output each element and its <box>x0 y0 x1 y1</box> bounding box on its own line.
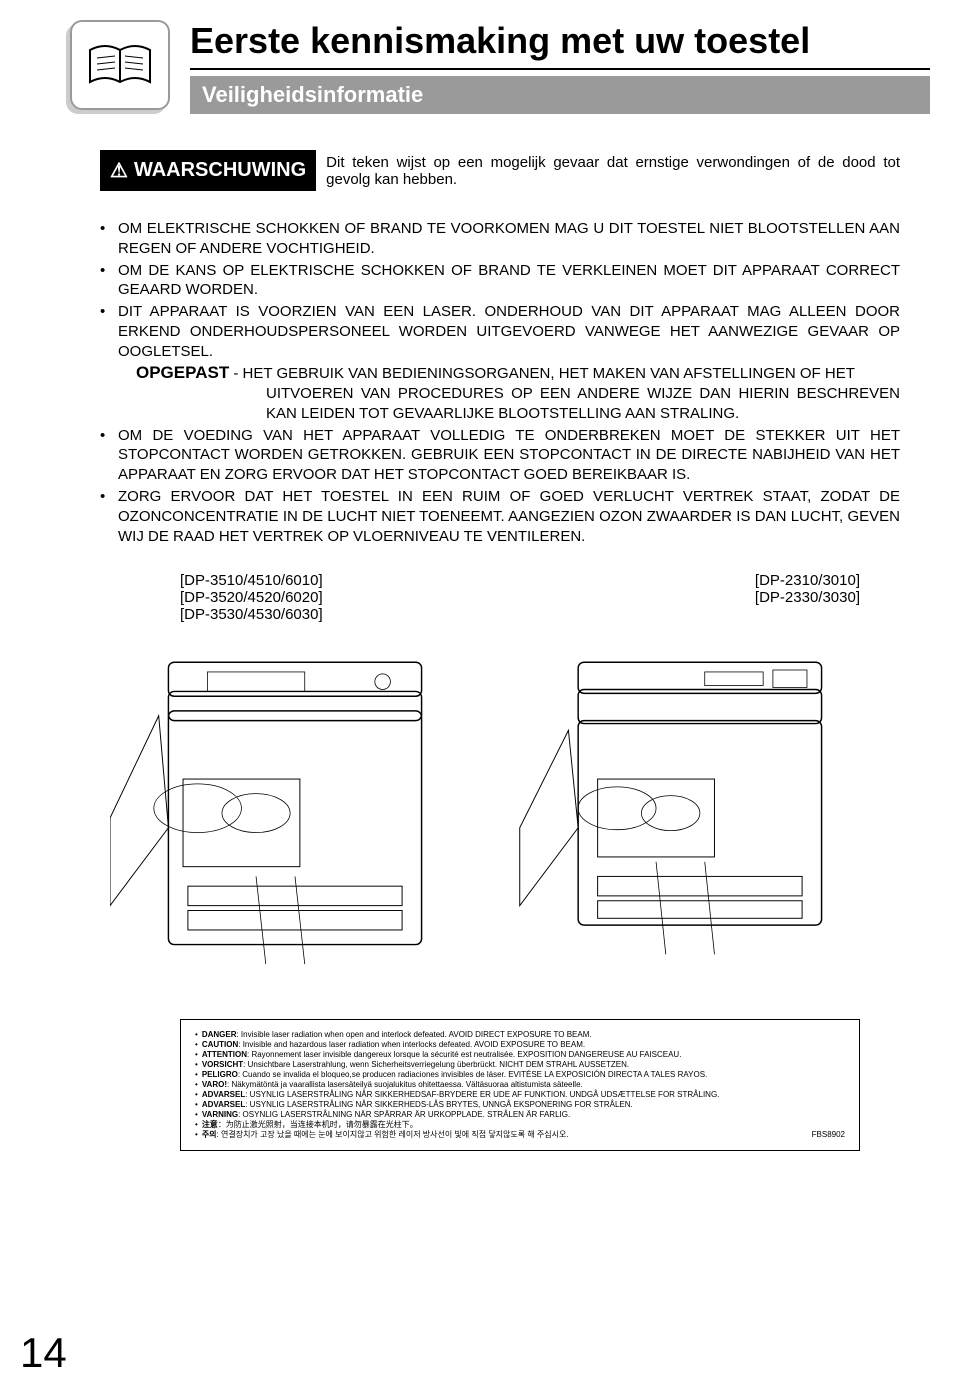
laser-row: VORSICHT : Unsichtbare Laserstrahlung, w… <box>195 1060 845 1070</box>
laser-label: VARNING <box>202 1110 238 1120</box>
laser-label: ADVARSEL <box>202 1090 245 1100</box>
laser-text: : Invisible laser radiation when open an… <box>236 1030 591 1040</box>
laser-label: ATTENTION <box>202 1050 247 1060</box>
laser-row: VARO! : Näkymätöntä ja vaarallista laser… <box>195 1080 845 1090</box>
laser-label: VARO! <box>202 1080 227 1090</box>
title-column: Eerste kennismaking met uw toestel Veili… <box>190 20 930 114</box>
laser-text: : USYNLIG LASERSTRÅLING NÅR SIKKERHEDS-L… <box>245 1100 633 1110</box>
models-right: [DP-2310/3010] [DP-2330/3030] <box>755 572 860 623</box>
laser-text: : 연결장치가 고장 났을 때에는 눈에 보이지않고 위험한 레이저 방사선이 … <box>217 1130 569 1140</box>
laser-text: : Näkymätöntä ja vaarallista lasersäteil… <box>227 1080 583 1090</box>
model-label: [DP-2310/3010] <box>755 572 860 589</box>
bullet-item: DIT APPARAAT IS VOORZIEN VAN EEN LASER. … <box>100 302 900 423</box>
page-title: Eerste kennismaking met uw toestel <box>190 20 930 70</box>
laser-label: PELIGRO <box>202 1070 238 1080</box>
bullet-text: DIT APPARAAT IS VOORZIEN VAN EEN LASER. … <box>118 303 900 360</box>
bullet-item: OM DE VOEDING VAN HET APPARAAT VOLLEDIG … <box>100 426 900 485</box>
warning-badge-label: WAARSCHUWING <box>134 159 306 182</box>
page-subtitle: Veiligheidsinformatie <box>190 76 930 114</box>
safety-bullets: OM ELEKTRISCHE SCHOKKEN OF BRAND TE VOOR… <box>100 219 900 546</box>
warning-triangle-icon: ⚠ <box>110 158 128 183</box>
opgepast-text: HET GEBRUIK VAN BEDIENINGSORGANEN, HET M… <box>243 365 855 382</box>
laser-row: ADVARSEL : USYNLIG LASERSTRÅLING NÅR SIK… <box>195 1090 845 1100</box>
book-icon <box>70 20 170 110</box>
model-label: [DP-3520/4520/6020] <box>180 589 323 606</box>
warning-row: ⚠ WAARSCHUWING Dit teken wijst op een mo… <box>100 150 900 191</box>
page-number: 14 <box>20 1329 67 1377</box>
model-label: [DP-2330/3030] <box>755 589 860 606</box>
laser-row: ATTENTION : Rayonnement laser invisible … <box>195 1050 845 1060</box>
laser-warning-box: DANGER : Invisible laser radiation when … <box>180 1019 860 1151</box>
laser-row: 注意：为防止激光照射，当连接本机时，请勿暴露在光柱下。 <box>195 1120 845 1130</box>
laser-text: : USYNLIG LASERSTRÅLING NÅR SIKKERHEDSAF… <box>245 1090 719 1100</box>
laser-label: DANGER <box>202 1030 237 1040</box>
opgepast-label: OPGEPAST <box>136 363 229 382</box>
printer-illustrations <box>110 633 880 979</box>
laser-text: : OSYNLIG LASERSTRÅLNING NÄR SPÄRRAR ÄR … <box>238 1110 570 1120</box>
laser-label: CAUTION <box>202 1040 238 1050</box>
laser-row: CAUTION : Invisible and hazardous laser … <box>195 1040 845 1050</box>
bullet-item: OM DE KANS OP ELEKTRISCHE SCHOKKEN OF BR… <box>100 261 900 301</box>
warning-description: Dit teken wijst op een mogelijk gevaar d… <box>326 154 900 188</box>
models-row: [DP-3510/4510/6010] [DP-3520/4520/6020] … <box>180 572 860 623</box>
laser-label: 注意 <box>202 1120 218 1130</box>
opgepast-dash: - <box>229 365 242 382</box>
laser-label: ADVARSEL <box>202 1100 245 1110</box>
laser-text: : Unsichtbare Laserstrahlung, wenn Siche… <box>243 1060 629 1070</box>
laser-text: : Cuando se invalida el bloqueo,se produ… <box>238 1070 707 1080</box>
laser-row: ADVARSEL : USYNLIG LASERSTRÅLING NÅR SIK… <box>195 1100 845 1110</box>
bullet-item: OM ELEKTRISCHE SCHOKKEN OF BRAND TE VOOR… <box>100 219 900 259</box>
laser-label: VORSICHT <box>202 1060 243 1070</box>
laser-text: ：为防止激光照射，当连接本机时，请勿暴露在光柱下。 <box>218 1120 418 1130</box>
models-left: [DP-3510/4510/6010] [DP-3520/4520/6020] … <box>180 572 323 623</box>
laser-text: : Invisible and hazardous laser radiatio… <box>238 1040 585 1050</box>
laser-text: : Rayonnement laser invisible dangereux … <box>247 1050 681 1060</box>
opgepast-line: OPGEPAST - HET GEBRUIK VAN BEDIENINGSORG… <box>118 362 900 424</box>
warning-badge: ⚠ WAARSCHUWING <box>100 150 316 191</box>
laser-row: VARNING : OSYNLIG LASERSTRÅLNING NÄR SPÄ… <box>195 1110 845 1120</box>
laser-row: 주의 : 연결장치가 고장 났을 때에는 눈에 보이지않고 위험한 레이저 방사… <box>195 1130 845 1140</box>
page-header: Eerste kennismaking met uw toestel Veili… <box>0 0 960 114</box>
opgepast-cont: UITVOEREN VAN PROCEDURES OP EEN ANDERE W… <box>136 384 900 424</box>
laser-row: DANGER : Invisible laser radiation when … <box>195 1030 845 1040</box>
laser-label: 주의 <box>202 1130 217 1140</box>
bullet-item: ZORG ERVOOR DAT HET TOESTEL IN EEN RUIM … <box>100 487 900 546</box>
printer-right-illustration <box>510 633 880 979</box>
printer-left-illustration <box>110 633 480 979</box>
model-label: [DP-3510/4510/6010] <box>180 572 323 589</box>
laser-row: PELIGRO : Cuando se invalida el bloqueo,… <box>195 1070 845 1080</box>
laser-code: FBS8902 <box>812 1130 845 1140</box>
model-label: [DP-3530/4530/6030] <box>180 606 323 623</box>
